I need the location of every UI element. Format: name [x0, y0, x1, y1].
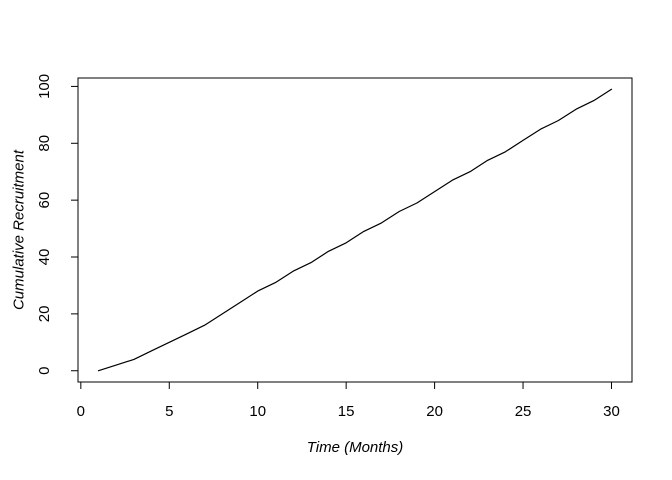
x-axis-title: Time (Months) [307, 439, 404, 456]
x-tick-label: 20 [426, 403, 443, 420]
x-tick-label: 30 [603, 403, 620, 420]
x-tick-label: 10 [249, 403, 266, 420]
x-tick-label: 0 [77, 403, 85, 420]
y-axis-title: Cumulative Recruitment [10, 149, 27, 310]
x-tick-label: 25 [515, 403, 532, 420]
x-tick-label: 5 [165, 403, 173, 420]
y-tick-label: 100 [36, 74, 53, 99]
y-tick-label: 80 [36, 135, 53, 152]
x-tick-label: 15 [338, 403, 355, 420]
y-tick-label: 60 [36, 192, 53, 209]
series-line-cumulative-recruitment [97, 88, 613, 372]
y-tick-label: 0 [36, 367, 53, 375]
plot-box [77, 77, 633, 383]
y-tick-label: 40 [36, 249, 53, 266]
y-tick-label: 20 [36, 306, 53, 323]
